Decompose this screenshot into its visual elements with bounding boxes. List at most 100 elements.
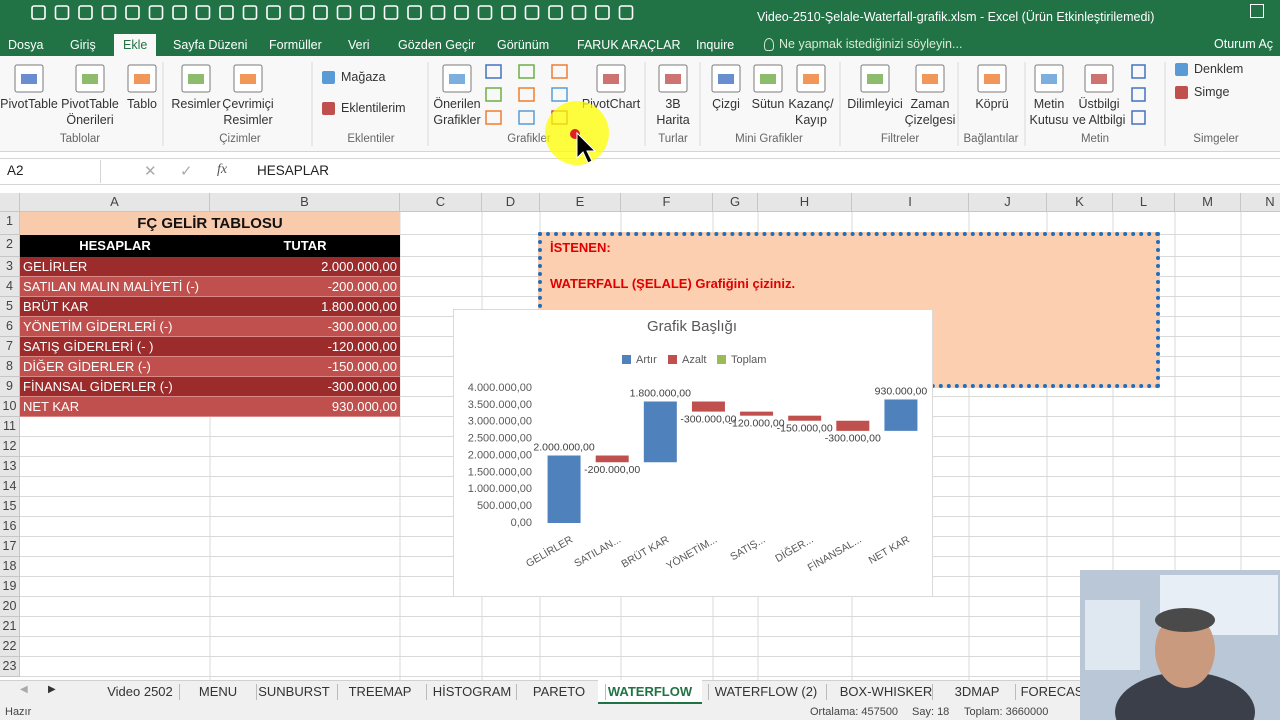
sheet-tab[interactable]: WATERFLOW (2) <box>714 684 818 699</box>
column-header[interactable]: B <box>210 193 400 212</box>
column-header[interactable]: F <box>621 193 713 212</box>
name-box-text[interactable]: A2 <box>7 163 24 178</box>
row-header[interactable]: 11 <box>0 417 20 437</box>
cell-label[interactable]: SATIŞ GİDERLERİ (- ) <box>23 339 154 354</box>
ribbon-button[interactable]: PivotChart <box>581 97 641 111</box>
row-header[interactable]: 8 <box>0 357 20 377</box>
row-header[interactable]: 6 <box>0 317 20 337</box>
column-header[interactable]: E <box>540 193 621 212</box>
cell-amount[interactable]: -120.000,00 <box>327 339 397 354</box>
scroll-right[interactable]: ▶ <box>48 684 56 695</box>
ribbon-button[interactable]: Resimler <box>223 113 273 127</box>
ribbon-small-button[interactable]: Simge <box>1194 85 1230 99</box>
row-header[interactable]: 7 <box>0 337 20 357</box>
ribbon-button[interactable]: Resimler <box>171 97 221 111</box>
row-header[interactable]: 5 <box>0 297 20 317</box>
ribbon-button[interactable]: Çizelgesi <box>904 113 956 127</box>
sheet-tab[interactable]: MENU <box>198 684 238 699</box>
cell-label[interactable]: YÖNETİM GİDERLERİ (-) <box>23 319 173 334</box>
ribbon-button[interactable]: Kayıp <box>795 113 827 127</box>
column-header[interactable]: A <box>20 193 210 212</box>
sheet-tab[interactable]: WATERFLOW <box>607 684 693 699</box>
cell-amount[interactable]: -300.000,00 <box>327 319 397 334</box>
ribbon-button[interactable]: ve Altbilgi <box>1072 113 1126 127</box>
cell-amount[interactable]: 2.000.000,00 <box>321 259 397 274</box>
cell-label[interactable]: SATILAN MALIN MALİYETİ (-) <box>23 279 200 294</box>
ribbon-button[interactable]: Sütun <box>751 97 785 111</box>
ribbon-button[interactable]: Çizgi <box>712 97 740 111</box>
ribbon-button[interactable]: Zaman <box>910 97 950 111</box>
sign-in[interactable]: Oturum Aç <box>1214 37 1274 51</box>
row-header[interactable]: 14 <box>0 477 20 497</box>
menu-tab[interactable]: Formüller <box>269 38 322 52</box>
sheet-tab[interactable]: HİSTOGRAM <box>432 684 512 699</box>
row-header[interactable]: 3 <box>0 257 20 277</box>
menu-tab[interactable]: Ekle <box>114 34 157 56</box>
menu-tab[interactable]: FARUK ARAÇLAR <box>577 38 681 52</box>
row-header[interactable]: 15 <box>0 497 20 517</box>
cell-label[interactable]: BRÜT KAR <box>23 299 89 314</box>
ribbon-button[interactable]: Önerilen <box>433 97 481 111</box>
ribbon-button[interactable]: Önerileri <box>66 113 114 127</box>
ribbon-small-button[interactable]: Mağaza <box>341 70 386 84</box>
column-header[interactable]: I <box>852 193 969 212</box>
menu-tab[interactable]: Dosya <box>8 38 44 52</box>
column-header[interactable]: C <box>400 193 482 212</box>
ribbon-small-button[interactable]: Denklem <box>1194 62 1244 76</box>
column-header[interactable]: K <box>1047 193 1113 212</box>
ribbon-button[interactable]: 3B <box>665 97 681 111</box>
ribbon-button[interactable]: Köprü <box>975 97 1009 111</box>
row-header[interactable]: 12 <box>0 437 20 457</box>
ribbon-button[interactable]: Metin <box>1033 97 1065 111</box>
ribbon-button[interactable]: Dilimleyici <box>847 97 903 111</box>
column-header[interactable]: J <box>969 193 1047 212</box>
fx-label[interactable]: fx <box>217 162 228 177</box>
ribbon-button[interactable]: Çevrimiçi <box>222 97 274 111</box>
cell-label[interactable]: FİNANSAL GİDERLER (-) <box>23 379 173 394</box>
column-header[interactable]: H <box>758 193 852 212</box>
cell-amount[interactable]: -150.000,00 <box>327 359 397 374</box>
row-header[interactable]: 9 <box>0 377 20 397</box>
ribbon-button[interactable]: PivotTable <box>61 97 119 111</box>
formula-content[interactable]: HESAPLAR <box>257 163 330 178</box>
ribbon-button[interactable]: Tablo <box>127 97 157 111</box>
menu-tab[interactable]: Inquire <box>696 38 735 52</box>
sheet-tab[interactable]: Video 2502 <box>107 684 173 699</box>
cell-amount[interactable]: -300.000,00 <box>327 379 397 394</box>
sheet-tab[interactable]: FORECAS <box>1020 684 1084 699</box>
row-header[interactable]: 23 <box>0 657 20 677</box>
row-header[interactable]: 1 <box>0 212 20 235</box>
row-header[interactable]: 21 <box>0 617 20 637</box>
ribbon-button[interactable]: Kazanç/ <box>788 97 834 111</box>
ribbon-button[interactable]: Grafikler <box>433 113 481 127</box>
sheet-tab[interactable]: BOX-WHISKER <box>839 684 933 699</box>
column-header[interactable]: D <box>482 193 540 212</box>
search-hint[interactable]: Ne yapmak istediğinizi söyleyin... <box>779 37 963 51</box>
cell-label[interactable]: DİĞER GİDERLER (-) <box>23 359 151 374</box>
row-header[interactable]: 2 <box>0 235 20 257</box>
cell-label[interactable]: NET KAR <box>23 399 80 414</box>
ribbon-button[interactable]: Harita <box>656 113 690 127</box>
menu-tab[interactable]: Görünüm <box>497 38 550 52</box>
column-header[interactable]: N <box>1241 193 1280 212</box>
ribbon-button[interactable]: Kutusu <box>1029 113 1069 127</box>
row-header[interactable]: 13 <box>0 457 20 477</box>
row-header[interactable]: 4 <box>0 277 20 297</box>
row-header[interactable]: 19 <box>0 577 20 597</box>
menu-tab[interactable]: Sayfa Düzeni <box>173 38 248 52</box>
ribbon-button[interactable]: PivotTable <box>0 97 58 111</box>
row-header[interactable]: 16 <box>0 517 20 537</box>
menu-tab[interactable]: Giriş <box>70 38 96 52</box>
menu-tab[interactable]: Gözden Geçir <box>398 38 476 52</box>
row-header[interactable]: 18 <box>0 557 20 577</box>
ribbon-button[interactable]: Üstbilgi <box>1078 97 1120 111</box>
column-header[interactable]: L <box>1113 193 1175 212</box>
sheet-tab[interactable]: TREEMAP <box>348 684 412 699</box>
row-header[interactable]: 17 <box>0 537 20 557</box>
scroll-left[interactable]: ◀ <box>20 684 28 695</box>
cell-amount[interactable]: 1.800.000,00 <box>321 299 397 314</box>
sheet-tab[interactable]: PARETO <box>532 684 586 699</box>
cell-amount[interactable]: -200.000,00 <box>327 279 397 294</box>
sheet-tab[interactable]: SUNBURST <box>258 684 330 699</box>
sheet-tab[interactable]: 3DMAP <box>954 684 1000 699</box>
